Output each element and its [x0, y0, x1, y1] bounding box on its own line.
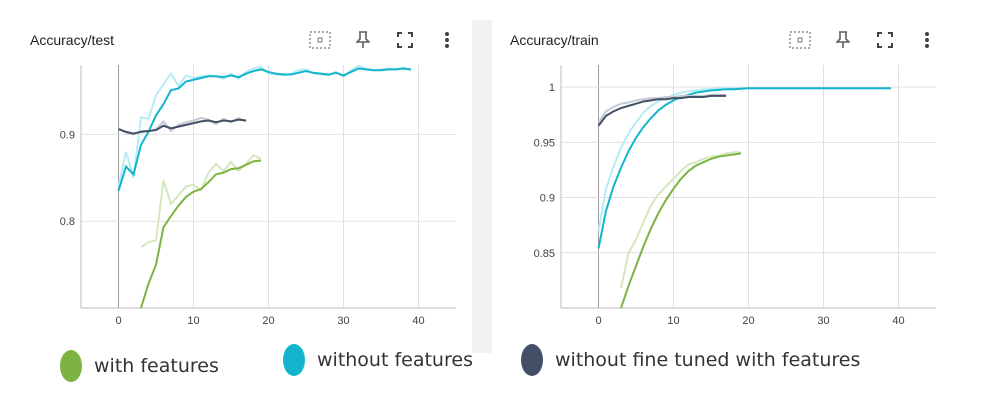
series-line [140, 159, 262, 308]
y-tick-label: 1 [549, 82, 555, 94]
x-tick-label: 10 [667, 315, 679, 327]
x-tick-label: 10 [187, 315, 199, 327]
y-tick-label: 0.9 [60, 129, 75, 141]
series-raw-line [620, 151, 741, 289]
x-tick-label: 40 [412, 315, 424, 327]
y-tick-label: 0.85 [534, 248, 555, 260]
series-raw-line [597, 93, 726, 123]
legend-item-without-features: without features [283, 340, 473, 380]
pin-icon[interactable] [831, 28, 855, 52]
x-tick-label: 40 [892, 315, 904, 327]
series-group [117, 65, 412, 308]
fit-domain-icon[interactable] [308, 28, 332, 52]
panel-divider [472, 20, 492, 353]
legend-label: with features [94, 355, 219, 377]
more-vert-icon[interactable] [915, 28, 939, 52]
chart-title: Accuracy/train [510, 32, 599, 48]
more-vert-icon[interactable] [435, 28, 459, 52]
x-tick-label: 20 [262, 315, 274, 327]
fit-domain-icon[interactable] [788, 28, 812, 52]
x-tick-label: 30 [817, 315, 829, 327]
fullscreen-icon[interactable] [393, 28, 417, 52]
chart-card-accuracy-test: Accuracy/test 0 10 20 30 40 0.8 0.9 [14, 20, 472, 353]
series-line [620, 152, 742, 308]
y-tick-label: 0.8 [60, 216, 75, 228]
y-tick-label: 0.9 [540, 193, 555, 205]
legend-marker [521, 344, 543, 376]
accuracy-test-chart: 0 10 20 30 40 0.8 0.9 [60, 65, 456, 327]
y-tick-label: 0.95 [534, 137, 555, 149]
x-tick-label: 30 [337, 315, 349, 327]
chart-card-accuracy-train: Accuracy/train 0 10 20 30 40 0.85 0.9 0.95 1 [494, 20, 952, 353]
legend-label: without fine tuned with features [555, 349, 861, 371]
legend-item-with-features: with features [60, 346, 219, 386]
series-line [597, 87, 891, 249]
x-tick-label: 0 [595, 315, 601, 327]
legend-label: without features [317, 349, 473, 371]
series-group [597, 87, 891, 308]
accuracy-train-chart: 0 10 20 30 40 0.85 0.9 0.95 1 [534, 65, 936, 327]
series-line [597, 94, 726, 127]
series-raw-line [597, 87, 891, 231]
series-raw-line [140, 154, 262, 249]
pin-icon[interactable] [351, 28, 375, 52]
x-tick-label: 20 [742, 315, 754, 327]
series-line [117, 67, 412, 192]
x-tick-label: 0 [115, 315, 121, 327]
legend-item-without-fine-tuned: without fine tuned with features [521, 340, 860, 380]
legend-marker [283, 344, 305, 376]
legend-marker [60, 350, 82, 382]
fullscreen-icon[interactable] [873, 28, 897, 52]
series-line [118, 118, 247, 135]
chart-title: Accuracy/test [30, 32, 115, 48]
